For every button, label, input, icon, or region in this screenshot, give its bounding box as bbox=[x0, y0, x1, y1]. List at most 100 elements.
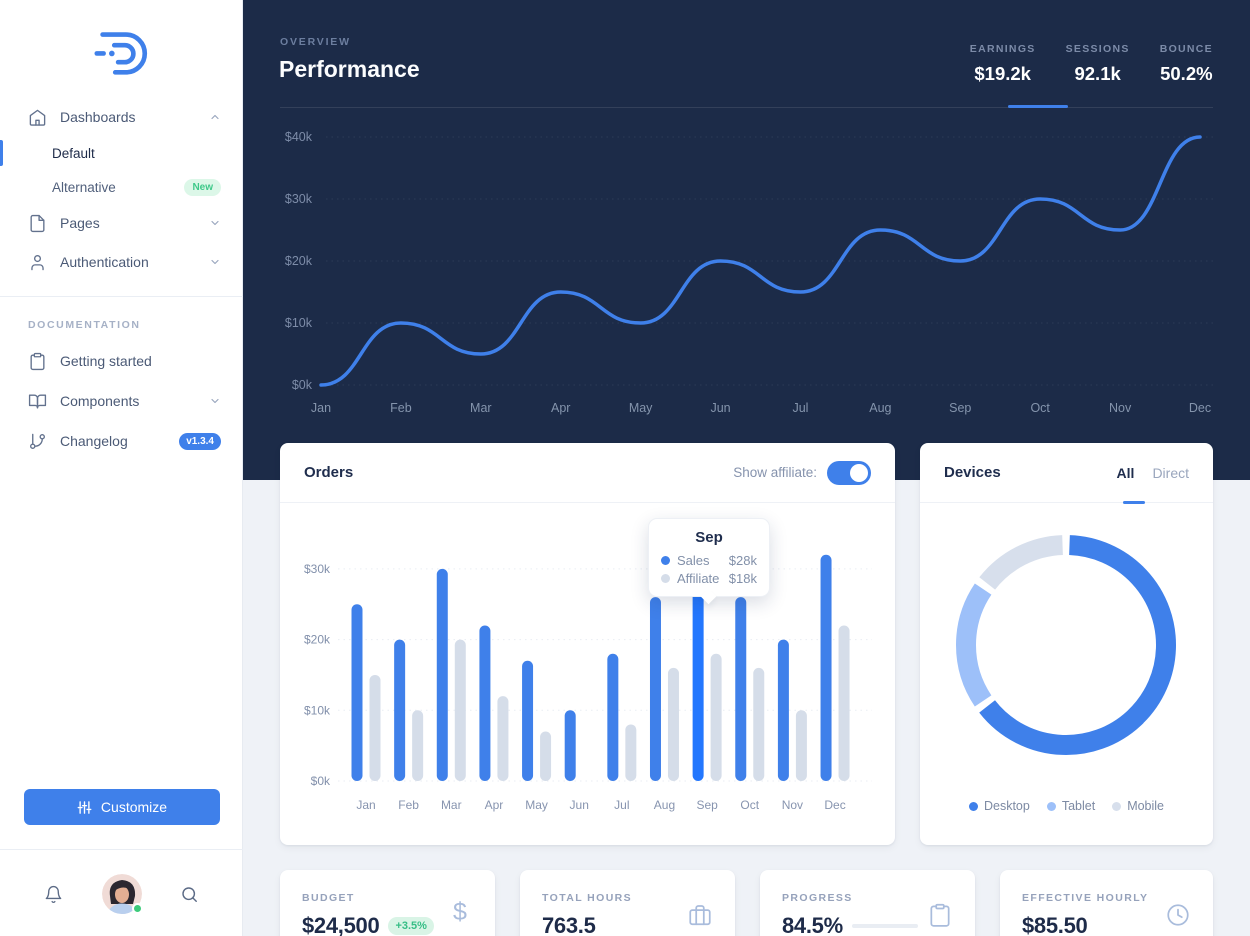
avatar-image bbox=[101, 874, 142, 914]
affiliate-bar-jul[interactable] bbox=[625, 724, 637, 781]
tooltip-series-label: Affiliate bbox=[677, 571, 720, 586]
sidebar-item-pages[interactable]: Pages bbox=[0, 204, 243, 242]
orders-bar-chart[interactable]: $0k $10k $20k $30k Jan Feb Mar Apr May Jun Jul Aug S… bbox=[280, 443, 895, 845]
affiliate-bar-feb[interactable] bbox=[412, 710, 424, 781]
devices-legend: Desktop Tablet Mobile bbox=[920, 799, 1213, 813]
book-icon bbox=[28, 392, 47, 411]
sales-bar-apr[interactable] bbox=[479, 625, 491, 781]
x-axis-tick: Feb bbox=[398, 798, 419, 812]
sales-bar-nov[interactable] bbox=[777, 639, 789, 781]
affiliate-bar-jan[interactable] bbox=[369, 674, 381, 781]
sales-bar-may[interactable] bbox=[522, 660, 534, 781]
chevron-down-icon bbox=[211, 259, 219, 265]
sidebar-item-default[interactable]: Default bbox=[0, 136, 243, 170]
sales-bar-mar[interactable] bbox=[436, 568, 448, 781]
stat-value: $19.2k bbox=[974, 63, 1031, 84]
stat-sessions[interactable]: SESSIONS 92.1k bbox=[1066, 43, 1130, 85]
sidebar-item-components[interactable]: Components bbox=[0, 381, 243, 421]
bell-icon[interactable] bbox=[44, 885, 63, 904]
tab-direct[interactable]: Direct bbox=[1152, 464, 1189, 481]
active-indicator bbox=[0, 140, 3, 166]
y-axis-tick: $30k bbox=[285, 192, 313, 206]
legend-label: Desktop bbox=[983, 799, 1030, 813]
sidebar-item-label: Authentication bbox=[60, 254, 149, 270]
affiliate-bar-nov[interactable] bbox=[795, 710, 807, 781]
affiliate-dot bbox=[661, 574, 670, 583]
toggle-knob bbox=[850, 463, 868, 482]
devices-donut-chart[interactable] bbox=[920, 443, 1213, 845]
y-axis-tick: $20k bbox=[304, 633, 331, 647]
legend-item-desktop[interactable]: Desktop bbox=[968, 799, 1030, 813]
legend-label: Mobile bbox=[1127, 799, 1165, 813]
x-axis-tick: Oct bbox=[1030, 401, 1050, 415]
tooltip-row-sales: Sales $28k bbox=[661, 553, 757, 568]
devices-card: Devices All Direct Desktop Tablet Mobile bbox=[920, 443, 1213, 845]
y-axis-tick: $10k bbox=[285, 316, 313, 330]
stat-label: EARNINGS bbox=[969, 43, 1036, 55]
clipboard-icon bbox=[927, 902, 953, 928]
sidebar-item-changelog[interactable]: Changelog v1.3.4 bbox=[0, 421, 243, 461]
x-axis-tick: Apr bbox=[551, 401, 570, 415]
affiliate-bar-may[interactable] bbox=[540, 731, 552, 781]
user-avatar[interactable] bbox=[101, 874, 143, 914]
chevron-down-icon bbox=[211, 398, 219, 404]
orders-title: Orders bbox=[304, 464, 354, 481]
x-axis-tick: Jul bbox=[792, 401, 808, 415]
affiliate-bar-oct[interactable] bbox=[753, 667, 765, 781]
section-label: DOCUMENTATION bbox=[28, 319, 141, 331]
x-axis-tick: Nov bbox=[782, 798, 803, 812]
affiliate-bar-dec[interactable] bbox=[838, 625, 850, 781]
tooltip-series-value: $18k bbox=[728, 571, 757, 586]
sidebar-item-label: Changelog bbox=[60, 433, 128, 449]
stat-bounce[interactable]: BOUNCE 50.2% bbox=[1160, 43, 1213, 85]
tab-all[interactable]: All bbox=[1116, 464, 1135, 481]
y-axis-tick: $40k bbox=[285, 130, 313, 144]
home-icon bbox=[28, 108, 47, 127]
clipboard-icon bbox=[28, 352, 47, 371]
git-branch-icon bbox=[28, 432, 47, 451]
legend-dot bbox=[1112, 801, 1122, 811]
show-affiliate-toggle[interactable] bbox=[827, 460, 871, 485]
sales-bar-aug[interactable] bbox=[649, 597, 661, 781]
legend-item-tablet[interactable]: Tablet bbox=[1046, 799, 1095, 813]
page-title: Performance bbox=[279, 56, 420, 82]
x-axis-tick: Aug bbox=[869, 401, 891, 415]
app-logo[interactable] bbox=[0, 24, 243, 80]
sales-bar-dec[interactable] bbox=[820, 554, 832, 781]
sidebar-item-authentication[interactable]: Authentication bbox=[0, 242, 243, 282]
chevron-up-icon bbox=[211, 114, 219, 120]
sidebar-item-label: Components bbox=[60, 393, 140, 409]
sales-bar-oct[interactable] bbox=[735, 597, 747, 781]
sidebar-item-label: Pages bbox=[60, 215, 100, 231]
stat-value: 50.2% bbox=[1160, 63, 1213, 84]
header-stats: EARNINGS $19.2k SESSIONS 92.1k BOUNCE 50… bbox=[970, 43, 1213, 85]
affiliate-bar-sep[interactable] bbox=[710, 653, 722, 781]
stat-earnings[interactable]: EARNINGS $19.2k bbox=[970, 43, 1036, 85]
search-icon[interactable] bbox=[180, 885, 199, 904]
sales-bar-jan[interactable] bbox=[351, 604, 363, 781]
overview-eyebrow: OVERVIEW bbox=[280, 36, 351, 48]
affiliate-bar-mar[interactable] bbox=[454, 639, 466, 781]
earnings-line-series[interactable] bbox=[319, 135, 1202, 387]
y-axis-tick: $0k bbox=[311, 774, 331, 788]
kpi-value: 763.5 bbox=[542, 913, 596, 936]
sidebar: Dashboards Default Alternative New Pages bbox=[0, 0, 243, 936]
sidebar-item-alternative[interactable]: Alternative New bbox=[0, 170, 243, 204]
tooltip-series-value: $28k bbox=[728, 553, 757, 568]
performance-line-chart[interactable]: $0k $10k $20k $30k $40k Jan Feb Mar Apr May Jun Jul… bbox=[280, 120, 1213, 425]
legend-item-mobile[interactable]: Mobile bbox=[1112, 799, 1164, 813]
sidebar-bottom-divider bbox=[0, 849, 243, 850]
sales-bar-feb[interactable] bbox=[394, 639, 406, 781]
affiliate-bar-apr[interactable] bbox=[497, 696, 509, 781]
sales-bar-jun[interactable] bbox=[564, 710, 576, 781]
chevron-down-icon bbox=[211, 220, 219, 226]
x-axis-tick: Sep bbox=[949, 401, 971, 415]
sales-bar-sep[interactable] bbox=[692, 583, 704, 781]
sidebar-item-getting-started[interactable]: Getting started bbox=[0, 341, 243, 381]
affiliate-bar-aug[interactable] bbox=[667, 667, 679, 781]
kpi-value: 84.5% bbox=[782, 913, 843, 936]
customize-button[interactable]: Customize bbox=[24, 789, 220, 825]
sidebar-item-dashboards[interactable]: Dashboards bbox=[0, 98, 243, 136]
sales-bar-jul[interactable] bbox=[607, 653, 619, 781]
